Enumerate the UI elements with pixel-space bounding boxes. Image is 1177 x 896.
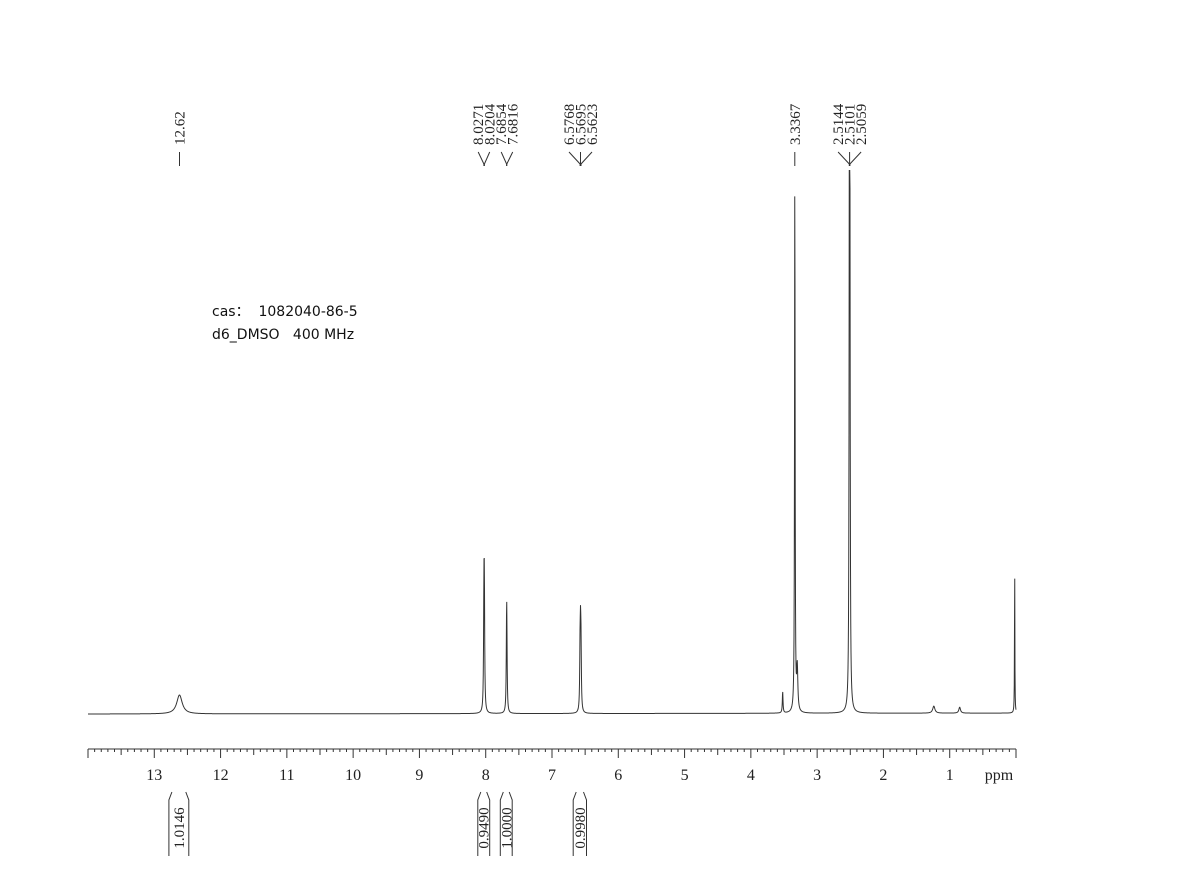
integral-bracket [486,791,491,856]
tick-label: 5 [681,767,689,784]
tick-label: 11 [279,767,294,784]
peak-marker [580,151,593,166]
tick-label: 3 [813,767,821,784]
integral-bracket [508,791,513,856]
tick-label: 7 [548,767,556,784]
integral-bracket [168,791,173,856]
peak-label: 7.6816 [506,103,522,145]
integral-value: 0.9490 [477,807,493,848]
integral-bracket [572,791,577,856]
integral-value: 1.0000 [499,807,515,848]
spectrum-trace [88,170,1017,715]
integral-bracket [185,791,190,856]
integral-bracket [583,791,587,856]
peak-marker [506,151,514,166]
tick-label: 12 [213,767,229,784]
tick-label: 8 [482,767,490,784]
peak-label: 2.5144 [831,103,847,145]
peak-marker [849,151,862,166]
axis-unit-label: ppm [985,767,1014,784]
tick-label: 4 [747,767,755,784]
solvent-frequency: d6_DMSO 400 MHz [212,327,355,343]
integral-labels: 1.0146 0.9490 1.0000 0.9980 [168,791,589,856]
peak-marker [500,151,508,166]
cas-number: cas： 1082040-86-5 [212,304,358,320]
peak-marker [483,151,491,166]
peak-label: 6.5695 [574,104,590,145]
tick-label: 13 [146,767,162,784]
integral-bracket [499,791,504,856]
integral-value: 1.0146 [172,807,188,849]
tick-label: 10 [345,767,361,784]
ppm-axis: 13 12 11 10 9 8 7 6 5 4 3 2 1 ppm [87,748,1017,784]
peak-marker [477,151,485,166]
peak-label: 8.0204 [483,103,499,145]
tick-label: 6 [614,767,622,784]
peak-label: 2.5101 [843,104,859,145]
integral-value: 0.9980 [573,807,589,848]
peak-label: 6.5768 [562,104,578,145]
peak-label: 7.6854 [494,103,510,145]
peak-marker [837,151,850,166]
peak-label: 2.5059 [854,104,870,145]
tick-label: 1 [946,767,954,784]
tick-label: 2 [879,767,887,784]
peak-label: 6.5623 [585,104,601,145]
peak-label: 12.62 [173,111,189,145]
integral-bracket [477,791,482,856]
peak-label: 8.0271 [471,104,487,145]
peak-marker [568,151,581,166]
tick-label: 9 [415,767,423,784]
peak-label: 3.3367 [788,103,804,145]
